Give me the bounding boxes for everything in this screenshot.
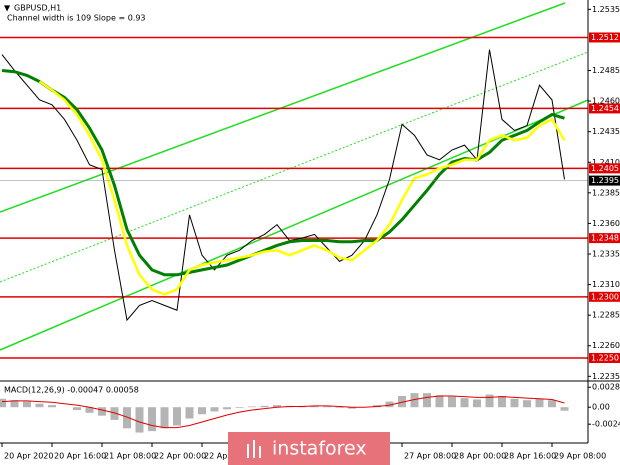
macd-bar xyxy=(348,407,356,409)
watermark: instaforex xyxy=(228,432,390,465)
y-tick-label: 1.2235 xyxy=(592,372,620,381)
macd-bar xyxy=(223,407,231,410)
y-tick-label: 1.2485 xyxy=(592,66,620,75)
level-label: 1.2250 xyxy=(591,353,619,362)
macd-bar xyxy=(110,407,119,420)
x-tick-label: 20 Apr 2020 xyxy=(4,452,53,461)
macd-bar xyxy=(448,396,456,408)
macd-bar xyxy=(235,407,244,408)
macd-bar xyxy=(310,405,319,408)
x-tick-label: 28 Apr 00:00 xyxy=(454,452,506,461)
x-tick-label: 20 Apr 16:00 xyxy=(54,452,106,461)
macd-bar xyxy=(485,394,494,408)
macd-bar xyxy=(510,398,519,408)
level-label-box xyxy=(589,163,620,174)
macd-bar xyxy=(535,398,544,408)
macd-bar xyxy=(0,398,6,408)
macd-bar xyxy=(210,407,219,412)
macd-bar xyxy=(398,395,406,408)
y-tick-label: 1.2385 xyxy=(592,188,620,197)
y-tick-label: 1.2410 xyxy=(592,158,620,167)
macd-bar xyxy=(135,407,144,433)
macd-bar xyxy=(185,407,194,419)
symbol-label: ▼ xyxy=(4,4,11,13)
signal-line xyxy=(1,395,565,429)
macd-bar xyxy=(23,401,31,408)
y-tick-label: 1.2285 xyxy=(592,311,620,320)
macd-bar xyxy=(498,395,506,408)
y-tick-label: 1.2310 xyxy=(592,280,620,289)
x-tick-label: 28 Apr 16:00 xyxy=(504,452,556,461)
macd-bar xyxy=(435,395,444,408)
channel-label: Channel width is 109 Slope = 0.93 xyxy=(7,14,146,23)
macd-bar xyxy=(148,407,156,432)
price-line xyxy=(1,49,565,322)
macd-bar xyxy=(335,407,344,408)
y-tick-label: 1.2460 xyxy=(592,97,620,106)
y-tick-label: 0.00 xyxy=(592,403,610,412)
x-tick-label: 21 Apr 08:00 xyxy=(104,452,156,461)
level-label-box xyxy=(589,103,620,114)
x-tick-label: 27 Apr 08:00 xyxy=(404,452,456,461)
y-tick-label: 1.2435 xyxy=(592,127,620,136)
y-tick-label: -0.00241 xyxy=(592,420,620,429)
macd-bar xyxy=(73,407,81,411)
macd-bar xyxy=(323,406,331,408)
x-tick-label: 22 Apr 00:00 xyxy=(154,452,206,461)
channel-middle xyxy=(0,51,589,283)
macd-title: MACD(12,26,9) -0.00047 0.00058 xyxy=(4,386,139,395)
y-tick-label: 1.2360 xyxy=(592,219,620,228)
level-label-box xyxy=(589,352,620,363)
macd-bar xyxy=(173,407,181,426)
level-label: 1.2405 xyxy=(591,164,619,173)
macd-bar xyxy=(410,393,419,408)
y-tick-label: 1.2535 xyxy=(592,5,620,14)
macd-bar xyxy=(10,400,19,408)
macd-bar xyxy=(548,400,556,408)
y-tick-label: 0.00284 xyxy=(592,383,620,392)
macd-bar xyxy=(423,393,431,408)
macd-bar xyxy=(85,407,94,413)
macd-bar xyxy=(460,398,469,408)
macd-bar xyxy=(385,401,394,408)
macd-bar xyxy=(273,405,281,408)
plot xyxy=(0,36,588,433)
macd-bar xyxy=(560,407,569,411)
macd-bar xyxy=(35,403,44,408)
macd-bar xyxy=(123,407,131,429)
level-label: 1.2300 xyxy=(591,292,619,301)
level-label: 1.2454 xyxy=(591,104,619,113)
x-tick-label: 29 Apr 08:00 xyxy=(554,452,606,461)
macd-bar xyxy=(260,405,269,408)
watermark-logo xyxy=(247,440,261,458)
macd-bar xyxy=(98,407,106,416)
watermark-text: instaforex xyxy=(272,438,367,460)
macd-bar xyxy=(523,400,531,408)
macd-bar xyxy=(473,399,481,408)
symbol-label: GBPUSD,H1 xyxy=(14,4,61,13)
level-label-box xyxy=(589,233,620,244)
macd-bar xyxy=(198,407,206,415)
macd-bar xyxy=(48,405,56,408)
macd-bar xyxy=(160,407,169,429)
y-tick-label: 1.2335 xyxy=(592,250,620,259)
level-label-box xyxy=(589,291,620,302)
level-label: 1.2348 xyxy=(591,234,619,243)
current-price-label: 1.2395 xyxy=(591,176,619,185)
level-label-box xyxy=(589,32,620,43)
price-line xyxy=(38,80,566,296)
current-price-box xyxy=(589,175,620,186)
y-tick-label: 1.2260 xyxy=(592,341,620,350)
level-label: 1.2512 xyxy=(591,33,619,42)
macd-bar xyxy=(248,406,256,408)
